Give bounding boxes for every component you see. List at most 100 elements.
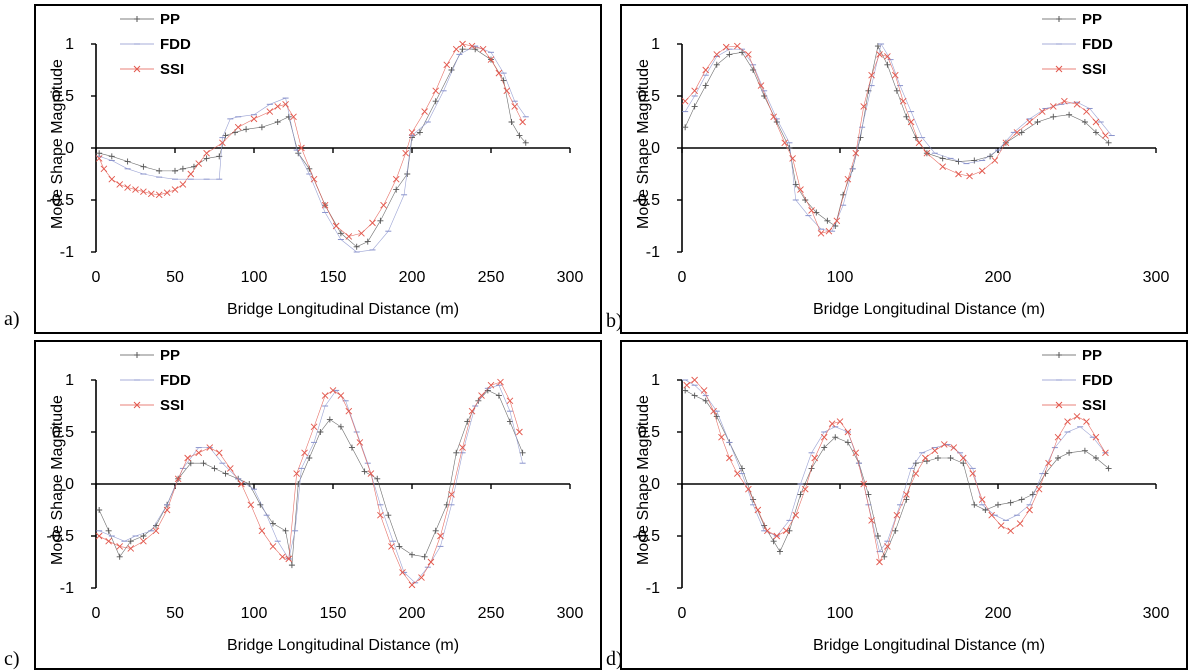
data-point-pp: [892, 527, 899, 534]
data-point-ssi: [219, 139, 226, 147]
data-point-ssi: [116, 543, 124, 550]
data-point-ssi: [487, 381, 495, 389]
data-point-pp: [682, 387, 689, 394]
data-point-ssi: [367, 470, 375, 477]
x-tick-label: 0: [678, 605, 687, 622]
x-tick-label: 300: [1143, 605, 1170, 622]
data-point-ssi: [187, 170, 195, 178]
data-point-pp: [903, 113, 910, 120]
series-ssi: [95, 378, 523, 589]
data-point-ssi: [479, 45, 487, 53]
y-tick-label: -0.5: [632, 528, 660, 545]
data-point-pp: [1081, 447, 1088, 454]
data-point-ssi: [452, 45, 460, 53]
data-point-ssi: [418, 574, 425, 581]
data-point-ssi: [184, 454, 191, 462]
data-point-ssi: [1013, 129, 1021, 136]
data-point-ssi: [820, 433, 828, 441]
data-point-ssi: [868, 71, 875, 79]
data-point-ssi: [437, 532, 444, 540]
data-point-ssi: [116, 181, 124, 188]
y-tick-label: 0.5: [638, 88, 660, 105]
data-point-pp: [421, 553, 428, 560]
data-point-ssi: [345, 233, 353, 240]
data-point-pp: [960, 460, 967, 467]
data-point-ssi: [844, 175, 852, 183]
data-point-ssi: [1054, 433, 1062, 441]
data-point-ssi: [940, 441, 948, 448]
data-point-ssi: [915, 139, 923, 147]
legend-marker-ssi: [1055, 401, 1063, 409]
data-point-pp: [1105, 465, 1112, 472]
data-point-ssi: [922, 454, 929, 462]
x-tick-label: 50: [166, 269, 184, 286]
data-point-ssi: [408, 129, 416, 136]
data-point-ssi: [293, 470, 300, 477]
y-tick-label: 0: [65, 140, 74, 157]
legend-label-pp: PP: [160, 11, 180, 28]
data-point-pp: [288, 562, 295, 569]
x-tick-label: 200: [399, 269, 426, 286]
x-tick-label: 100: [241, 269, 268, 286]
data-point-ssi: [764, 527, 771, 535]
x-tick-label: 100: [241, 605, 268, 622]
data-point-pp: [124, 158, 131, 165]
data-point-ssi: [155, 191, 163, 199]
y-tick-label: 0.5: [638, 424, 660, 441]
legend-marker-ssi: [133, 401, 141, 409]
data-point-ssi: [238, 480, 245, 488]
data-point-ssi: [195, 160, 203, 167]
data-point-ssi: [702, 66, 710, 74]
data-point-pp: [1018, 129, 1025, 136]
data-point-ssi: [700, 387, 708, 394]
data-point-ssi: [421, 108, 428, 115]
data-point-pp: [295, 481, 302, 487]
legend-label-ssi: SSI: [160, 61, 184, 78]
data-point-ssi: [860, 480, 868, 488]
data-point-ssi: [345, 407, 353, 415]
legend-marker-pp: [134, 16, 140, 22]
legend-label-ssi: SSI: [1082, 61, 1106, 78]
legend-entry-ssi: SSI: [1042, 397, 1106, 414]
x-tick-label: 150: [320, 605, 347, 622]
data-point-pp: [416, 129, 423, 136]
legend-label-pp: PP: [160, 347, 180, 364]
x-tick-label: 300: [1143, 269, 1170, 286]
data-point-ssi: [966, 172, 973, 180]
legend-marker-ssi: [133, 65, 141, 73]
legend-entry-pp: PP: [1042, 11, 1102, 28]
series-ssi: [681, 42, 1109, 237]
data-point-pp: [508, 119, 515, 125]
data-point-pp: [934, 455, 941, 461]
data-point-ssi: [939, 163, 947, 171]
data-point-pp: [385, 512, 392, 519]
legend-entry-fdd: FDD: [120, 36, 191, 53]
data-point-ssi: [468, 42, 476, 50]
legend-label-pp: PP: [1082, 11, 1102, 28]
y-axis-title: Mode Shape Magnitude: [635, 59, 652, 229]
legend-entry-ssi: SSI: [1042, 61, 1106, 78]
data-point-ssi: [1102, 132, 1109, 139]
data-point-pp: [519, 449, 526, 456]
data-point-ssi: [817, 229, 825, 237]
data-point-ssi: [1092, 118, 1100, 126]
data-point-ssi: [950, 444, 958, 451]
y-tick-label: 1: [65, 372, 74, 389]
data-point-pp: [786, 527, 793, 534]
data-point-ssi: [868, 517, 875, 524]
data-point-pp: [243, 126, 250, 133]
data-point-ssi: [443, 61, 451, 69]
data-point-ssi: [179, 181, 187, 188]
data-point-pp: [702, 82, 709, 89]
x-tick-label: 100: [827, 269, 854, 286]
legend-label-fdd: FDD: [160, 36, 191, 53]
data-point-ssi: [801, 485, 809, 493]
data-point-ssi: [282, 101, 289, 108]
data-point-pp: [821, 444, 828, 451]
series-ssi: [95, 40, 526, 240]
data-point-ssi: [127, 545, 135, 552]
data-point-ssi: [1007, 527, 1014, 535]
data-point-ssi: [321, 201, 329, 209]
data-point-pp: [269, 520, 276, 527]
data-point-ssi: [1016, 520, 1024, 527]
